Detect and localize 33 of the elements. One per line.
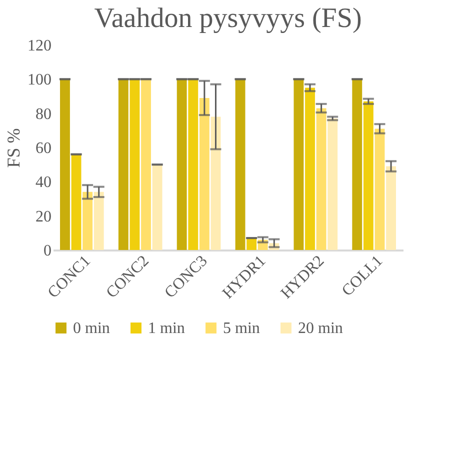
legend-label: 1 min <box>148 320 185 337</box>
y-tick-label: 60 <box>36 140 52 157</box>
bar <box>152 164 162 250</box>
bar <box>294 79 304 250</box>
bar <box>352 79 362 250</box>
bar <box>316 108 326 250</box>
bar <box>210 116 221 250</box>
bar <box>141 79 151 250</box>
y-tick-label: 40 <box>36 174 52 192</box>
bar <box>199 98 210 250</box>
bar <box>82 192 93 250</box>
bar <box>386 166 396 250</box>
y-axis-title: FS % <box>4 128 24 168</box>
bar <box>188 79 198 250</box>
bar <box>235 79 246 250</box>
legend-label: 20 min <box>298 320 343 337</box>
bar <box>71 154 82 250</box>
y-tick-label: 0 <box>44 242 52 260</box>
y-tick-label: 120 <box>28 38 52 54</box>
bar <box>176 79 187 250</box>
chart-title: Vaahdon pysyvyys (FS) <box>94 3 362 34</box>
bar <box>246 238 257 250</box>
legend-label: 0 min <box>73 320 110 337</box>
bar <box>60 79 70 250</box>
y-tick-label: 80 <box>36 106 52 123</box>
bar <box>118 79 128 250</box>
legend-label: 5 min <box>223 320 260 337</box>
bar <box>94 192 104 250</box>
y-tick-label: 20 <box>36 208 52 226</box>
bar <box>305 88 315 250</box>
y-tick-label: 100 <box>28 72 52 89</box>
bar <box>130 79 140 250</box>
bar <box>374 128 385 250</box>
